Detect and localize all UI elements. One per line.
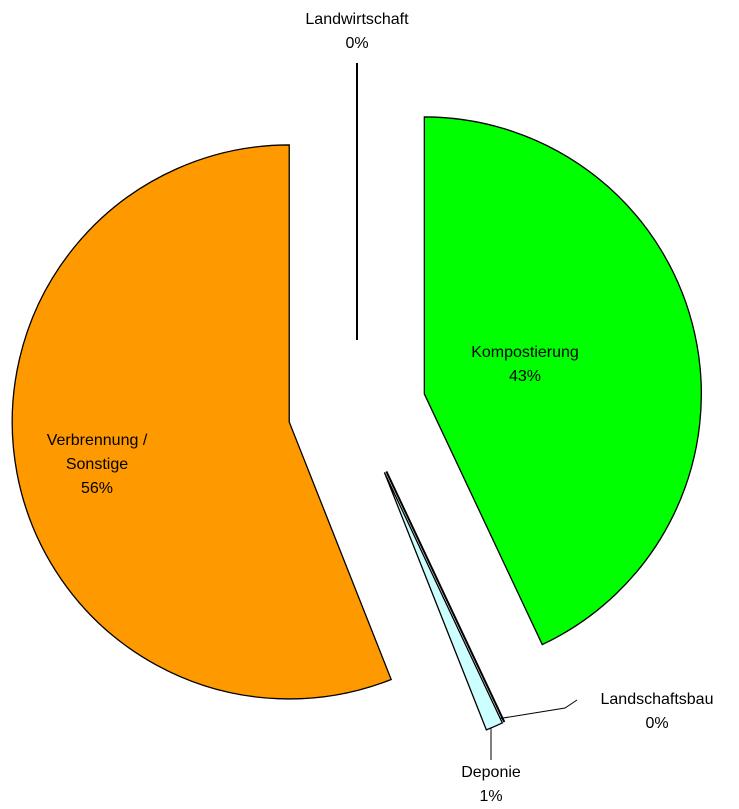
value-label: 0% <box>345 35 369 52</box>
leader-line <box>496 699 578 720</box>
slice-label: Landwirtschaft 0% <box>277 8 437 56</box>
category-name: Landwirtschaft <box>305 11 409 28</box>
category-name: Deponie <box>461 764 521 781</box>
slice-label: Deponie 1% <box>431 761 551 809</box>
slice-label: Verbrennung / Sonstige 56% <box>37 429 157 501</box>
category-name: Verbrennung / Sonstige <box>46 432 148 473</box>
value-label: 43% <box>508 368 542 385</box>
pie-slice <box>383 472 504 731</box>
slice-label: Landschaftsbau 0% <box>577 688 737 736</box>
value-label: 1% <box>479 788 503 805</box>
pie-slice <box>385 471 506 723</box>
value-label: 0% <box>645 715 669 732</box>
category-name: Kompostierung <box>471 344 579 361</box>
slice-label: Kompostierung 43% <box>445 341 605 389</box>
value-label: 56% <box>80 480 114 497</box>
pie-slice <box>423 116 702 646</box>
pie-slice <box>11 144 393 700</box>
category-name: Landschaftsbau <box>600 691 714 708</box>
